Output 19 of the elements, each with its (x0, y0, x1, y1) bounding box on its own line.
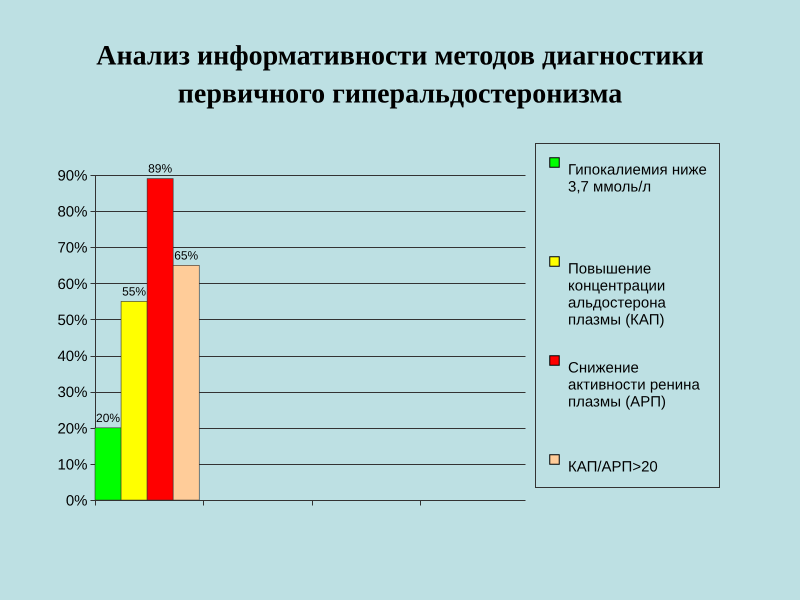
chart-title: Анализ информативности методов диагностики первичного гиперальдостеронизма (96, 40, 704, 110)
y-tick-label: 50% (57, 312, 88, 329)
y-tick-label: 70% (57, 240, 88, 257)
legend-label: Снижение активности ренина плазмы (АРП) (568, 360, 700, 410)
y-tick-label: 10% (57, 456, 88, 474)
y-tick-label: 80% (57, 204, 88, 221)
data-label: 89% (148, 162, 172, 176)
y-tick-label: 40% (57, 348, 88, 366)
y-tick-label: 90% (57, 168, 88, 184)
legend-label: Гипокалиемия ниже 3,7 ммоль/л (568, 162, 707, 196)
legend-label: Повышение концентрации альдостерона плазмы (КАП) (568, 260, 667, 328)
y-tick-label: 0% (66, 492, 88, 510)
y-tick-label: 30% (57, 384, 88, 402)
y-tick-label: 20% (57, 420, 88, 438)
y-tick-label: 60% (57, 276, 88, 293)
data-label: 65% (174, 248, 199, 262)
data-label: 20% (96, 410, 120, 425)
legend-label: КАП/АРП>20 (568, 458, 658, 476)
data-label: 55% (122, 284, 146, 298)
